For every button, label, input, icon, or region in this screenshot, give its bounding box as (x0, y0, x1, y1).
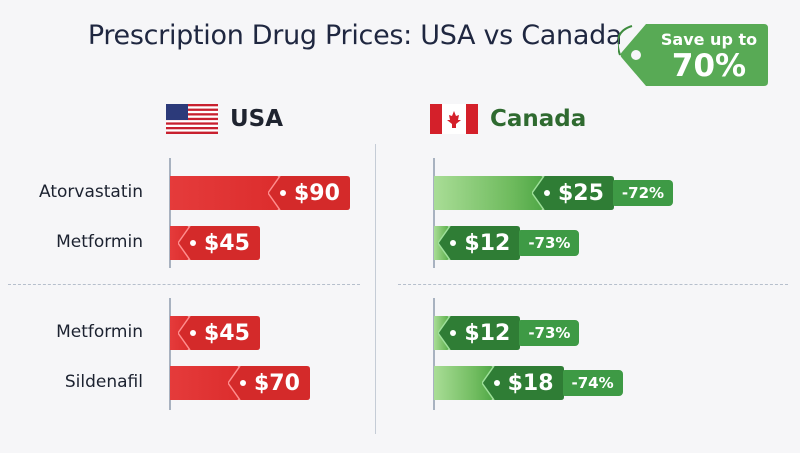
canada-column-header: Canada (430, 104, 586, 134)
usa-price-label: $45 (204, 320, 250, 346)
canada-flag-icon (430, 104, 478, 134)
usa-price-label: $90 (294, 180, 340, 206)
group-divider-left (8, 284, 360, 285)
badge-line1: Save up to (660, 30, 758, 49)
drug-label: Atorvastatin (39, 182, 143, 202)
usa-price-label: $45 (204, 230, 250, 256)
canada-axis-bottom (433, 298, 435, 410)
badge-line2: 70% (671, 48, 747, 84)
usa-column-header: USA (166, 104, 283, 134)
drug-label: Metformin (56, 322, 143, 342)
canada-bar (434, 176, 544, 210)
usa-price-label: $70 (254, 370, 300, 396)
group-divider-right (398, 284, 788, 285)
usa-price-tag: $70 (228, 366, 310, 400)
canada-price-tag: $12 (438, 316, 521, 350)
canada-price-label: $12 (464, 320, 511, 346)
canada-label: Canada (490, 106, 587, 132)
column-divider (375, 144, 376, 434)
chart-title: Prescription Drug Prices: USA vs Canada (87, 20, 623, 51)
canada-price-tag: $25 (532, 176, 614, 210)
drug-label: Metformin (56, 232, 143, 252)
canada-price-label: $12 (464, 230, 511, 256)
canada-price-tag: $12 (438, 226, 521, 260)
usa-price-tag: $90 (268, 176, 350, 210)
savings-percent-label: -72% (613, 180, 673, 206)
canada-price-label: $18 (507, 370, 554, 396)
usa-bar (170, 176, 280, 210)
usa-price-tag: $45 (178, 316, 260, 350)
canada-price-label: $25 (558, 180, 604, 206)
usa-flag-icon (166, 104, 218, 134)
savings-percent-label: -73% (519, 230, 580, 256)
usa-axis-bottom (169, 298, 171, 410)
canada-price-tag: $18 (481, 366, 564, 400)
usa-price-tag: $45 (178, 226, 260, 260)
usa-axis-top (169, 158, 171, 268)
canada-axis-top (433, 158, 435, 268)
savings-percent-label: -73% (519, 320, 580, 346)
savings-badge: Save up to 70% (618, 22, 768, 88)
drug-label: Sildenafil (64, 372, 143, 392)
savings-percent-label: -74% (562, 370, 623, 396)
usa-label: USA (230, 106, 284, 132)
price-tag-icon (618, 24, 768, 86)
